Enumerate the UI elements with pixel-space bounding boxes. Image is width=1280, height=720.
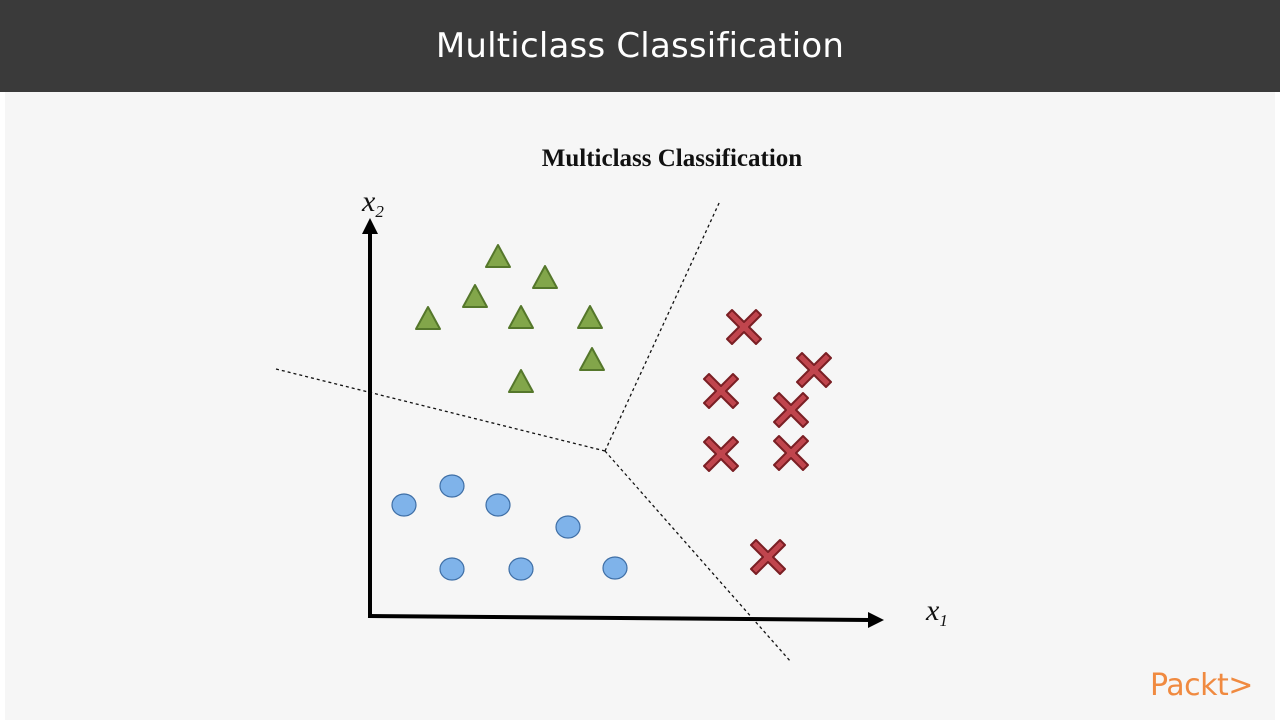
cross-markers: [703, 309, 832, 575]
x-axis-line: [367, 614, 871, 622]
circle-marker: [508, 557, 534, 581]
triangle-markers: [415, 244, 605, 393]
circle-marker: [485, 493, 511, 517]
slide-title: Multiclass Classification: [435, 26, 845, 66]
title-bar: Multiclass Classification: [0, 0, 1280, 92]
packt-logo: Packt>: [1150, 668, 1253, 703]
triangle-marker: [508, 369, 534, 393]
x-axis-label: x1: [925, 594, 948, 630]
triangle-marker: [579, 347, 605, 371]
x-axis-arrow: [868, 612, 884, 628]
triangle-marker: [485, 244, 511, 268]
axes: [362, 218, 884, 628]
cross-marker: [773, 435, 809, 471]
boundary-line-top: [604, 200, 721, 452]
circle-marker: [555, 515, 581, 539]
triangle-marker: [508, 305, 534, 329]
cross-marker: [703, 436, 739, 472]
decision-boundaries: [275, 200, 792, 663]
triangle-marker: [532, 265, 558, 289]
slide-content: [5, 92, 1275, 720]
boundary-line-left: [275, 368, 606, 452]
y-axis-label: x2: [361, 185, 384, 221]
circle-marker: [439, 474, 465, 498]
cross-marker: [750, 539, 786, 575]
circle-markers: [391, 474, 628, 581]
circle-marker: [439, 557, 465, 581]
cross-marker: [726, 309, 762, 345]
boundary-line-bottom: [604, 450, 792, 663]
diagram-title: Multiclass Classification: [541, 145, 803, 172]
triangle-marker: [577, 305, 603, 329]
triangle-marker: [462, 284, 488, 308]
y-axis-arrow: [362, 218, 378, 234]
circle-marker: [391, 493, 417, 517]
cross-marker: [796, 352, 832, 388]
cross-marker: [703, 373, 739, 409]
circle-marker: [602, 556, 628, 580]
cross-marker: [773, 392, 809, 428]
triangle-marker: [415, 306, 441, 330]
